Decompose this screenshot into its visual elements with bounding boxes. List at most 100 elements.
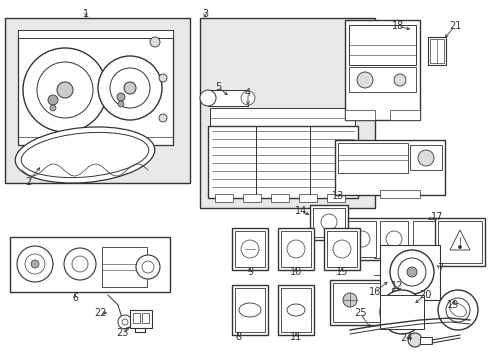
Bar <box>333 283 397 322</box>
Bar <box>200 18 375 208</box>
Bar <box>133 313 140 323</box>
Ellipse shape <box>239 303 261 317</box>
Bar <box>310 126 358 198</box>
Bar <box>438 221 482 263</box>
Bar <box>435 218 485 266</box>
Circle shape <box>438 290 478 330</box>
Bar <box>380 190 420 198</box>
Text: 6: 6 <box>72 293 78 303</box>
Text: 25: 25 <box>354 308 366 318</box>
Bar <box>428 37 446 65</box>
Circle shape <box>357 72 373 88</box>
Bar <box>208 90 248 106</box>
Circle shape <box>380 290 424 334</box>
Bar <box>313 208 345 237</box>
Circle shape <box>17 246 53 282</box>
Circle shape <box>57 82 73 98</box>
Circle shape <box>98 56 162 120</box>
Ellipse shape <box>15 127 155 183</box>
Text: 1: 1 <box>83 9 89 19</box>
Bar <box>338 143 408 173</box>
Bar <box>10 237 170 292</box>
Bar <box>210 108 355 126</box>
Text: 16: 16 <box>369 287 381 297</box>
Bar <box>235 288 265 332</box>
Circle shape <box>407 267 417 277</box>
Circle shape <box>343 293 357 307</box>
Text: 19: 19 <box>447 300 459 310</box>
Circle shape <box>418 150 434 166</box>
Bar <box>410 145 442 170</box>
Bar <box>310 205 348 240</box>
Bar <box>430 39 444 63</box>
Text: 18: 18 <box>392 21 404 31</box>
Text: 8: 8 <box>235 332 241 342</box>
Bar <box>348 221 376 257</box>
Bar <box>278 228 314 270</box>
Text: 23: 23 <box>116 328 128 338</box>
Circle shape <box>23 48 107 132</box>
Text: 11: 11 <box>290 332 302 342</box>
Text: 15: 15 <box>336 267 348 277</box>
Bar <box>208 126 256 198</box>
Text: 14: 14 <box>295 206 307 216</box>
Circle shape <box>64 248 96 280</box>
Bar <box>142 313 149 323</box>
Ellipse shape <box>200 90 216 106</box>
Text: 2: 2 <box>25 177 31 187</box>
Text: 5: 5 <box>215 82 221 92</box>
Text: 24: 24 <box>400 333 412 343</box>
Circle shape <box>124 82 136 94</box>
Bar <box>349 25 416 65</box>
Text: 13: 13 <box>332 191 344 201</box>
Text: 7: 7 <box>437 263 443 273</box>
Bar <box>299 194 317 202</box>
Bar <box>278 285 314 335</box>
Text: 12: 12 <box>391 281 403 291</box>
Bar <box>324 228 360 270</box>
Circle shape <box>48 95 58 105</box>
Bar <box>18 30 173 38</box>
Bar <box>235 231 265 267</box>
Circle shape <box>50 105 56 111</box>
Bar <box>390 110 420 120</box>
Bar <box>256 126 310 198</box>
Bar <box>345 110 375 120</box>
Bar <box>380 245 440 300</box>
Ellipse shape <box>241 91 255 105</box>
Bar <box>215 194 233 202</box>
Circle shape <box>390 250 434 294</box>
Text: 9: 9 <box>247 267 253 277</box>
Bar <box>130 310 152 328</box>
Bar <box>380 295 424 329</box>
Bar <box>349 67 416 92</box>
Text: 21: 21 <box>449 21 461 31</box>
Circle shape <box>394 74 406 86</box>
Bar <box>413 221 437 257</box>
Circle shape <box>118 101 124 107</box>
Circle shape <box>397 307 407 317</box>
Text: 4: 4 <box>245 88 251 98</box>
Text: 20: 20 <box>419 290 431 300</box>
Bar <box>327 194 345 202</box>
Bar <box>208 126 358 198</box>
Circle shape <box>136 255 160 279</box>
Text: 3: 3 <box>202 9 208 19</box>
Bar <box>335 140 445 195</box>
Circle shape <box>31 260 39 268</box>
Bar <box>345 218 440 260</box>
Text: 17: 17 <box>431 212 443 222</box>
Bar <box>5 18 190 183</box>
Circle shape <box>159 74 167 82</box>
Circle shape <box>150 37 160 47</box>
Bar <box>281 288 311 332</box>
Bar <box>102 247 147 287</box>
Circle shape <box>117 93 125 101</box>
Bar <box>345 20 420 120</box>
Text: 10: 10 <box>290 267 302 277</box>
Text: 22: 22 <box>94 308 106 318</box>
Bar <box>243 194 261 202</box>
Circle shape <box>459 246 462 248</box>
Bar <box>18 35 173 145</box>
Bar <box>380 221 408 257</box>
